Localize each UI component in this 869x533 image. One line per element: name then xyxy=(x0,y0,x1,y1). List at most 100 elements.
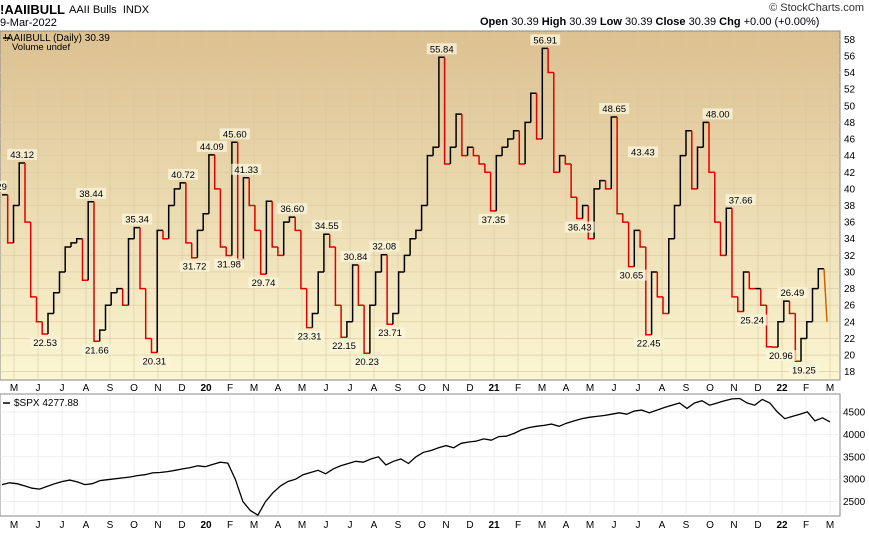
series-step xyxy=(121,288,129,306)
x-tick-label: M xyxy=(538,383,546,394)
y-tick-label: 34 xyxy=(844,234,856,245)
series-step xyxy=(277,247,284,257)
high-value: 30.39 xyxy=(569,16,597,28)
y-tick-label: 48 xyxy=(844,118,856,129)
series-step xyxy=(300,230,307,290)
x-tick-label: D xyxy=(466,520,473,531)
annotation-label: 36.43 xyxy=(568,223,592,234)
y-tick-label: 4000 xyxy=(843,430,866,441)
chart-date: 9-Mar-2022 xyxy=(0,17,57,29)
y-tick-label: 28 xyxy=(844,284,856,295)
series-step xyxy=(507,138,514,148)
series-step xyxy=(98,329,106,342)
series-step xyxy=(420,204,428,231)
annotation-bg xyxy=(702,108,733,120)
annotation-label: 44.09 xyxy=(200,142,224,153)
x-tick-label: O xyxy=(130,383,138,394)
x-tick-label: S xyxy=(107,520,114,531)
annotation-label: 23.71 xyxy=(378,328,402,339)
x-tick-label: D xyxy=(466,383,473,394)
annotation-label: 40.72 xyxy=(171,170,195,181)
x-tick-label: J xyxy=(324,520,329,531)
x-tick-label: S xyxy=(107,383,114,394)
annotation-bg xyxy=(777,287,808,299)
series-step xyxy=(777,321,784,348)
series-step xyxy=(719,222,727,257)
x-tick-label: O xyxy=(706,520,714,531)
x-tick-label: F xyxy=(515,520,521,531)
annotation-label: 25.24 xyxy=(740,316,764,327)
x-tick-label: M xyxy=(250,520,258,531)
series-step xyxy=(380,253,388,272)
series-step xyxy=(357,265,365,306)
series-step xyxy=(811,287,819,322)
x-tick-label: J xyxy=(348,520,353,531)
x-tick-label: F xyxy=(227,520,233,531)
series-step xyxy=(179,182,186,189)
series-step xyxy=(35,296,43,323)
series-step xyxy=(208,154,215,214)
series-step xyxy=(47,312,54,334)
annotation-bg xyxy=(375,327,406,339)
annotation-bg xyxy=(426,43,457,55)
x-tick-label: D xyxy=(178,520,185,531)
series-step xyxy=(570,164,577,198)
y-tick-label: 3500 xyxy=(843,452,866,463)
series-step xyxy=(742,271,750,312)
chart-header: !AAIIBULL AAII Bulls INDX © StockCharts.… xyxy=(0,0,869,34)
series-step xyxy=(702,121,709,148)
x-tick-label: D xyxy=(754,520,761,531)
annotation-label: 56.91 xyxy=(533,35,557,46)
y-tick-label: 3000 xyxy=(843,475,866,486)
series-step xyxy=(783,300,790,322)
annotation-bg xyxy=(231,163,262,175)
annotation-label: 22.45 xyxy=(637,339,661,350)
series-step xyxy=(133,226,140,239)
annotation-bg xyxy=(627,146,658,158)
annotation-bg xyxy=(311,220,342,232)
y-tick-label: 38 xyxy=(844,201,856,212)
series-step xyxy=(691,130,698,190)
y-tick-label: 54 xyxy=(844,68,856,79)
annotation-label: 45.60 xyxy=(223,129,247,140)
annotation-label: 39.29 xyxy=(0,182,7,193)
series-step xyxy=(150,338,158,354)
series-step xyxy=(259,230,267,275)
x-tick-label: M xyxy=(826,520,834,531)
series-step xyxy=(426,154,434,206)
x-tick-label: N xyxy=(442,383,449,394)
series-step xyxy=(466,146,474,156)
y-tick-label: 52 xyxy=(844,85,856,96)
series-step xyxy=(397,271,405,314)
series-step xyxy=(104,304,112,331)
x-tick-label: 21 xyxy=(488,520,500,531)
annotation-bg xyxy=(478,213,509,225)
series-step xyxy=(340,305,347,338)
x-tick-label: A xyxy=(563,383,570,394)
close-value: 30.39 xyxy=(688,16,717,28)
series-step xyxy=(627,222,635,268)
symbol-name: AAII Bulls INDX xyxy=(69,4,149,16)
series-step xyxy=(472,147,480,157)
series-step xyxy=(650,271,658,335)
annotation-bg xyxy=(277,203,308,215)
series-step xyxy=(64,246,71,272)
series-step xyxy=(604,180,612,190)
main-panel-series xyxy=(2,47,828,363)
series-step xyxy=(29,222,37,298)
y-tick-label: 2500 xyxy=(843,497,866,508)
x-tick-label: S xyxy=(683,383,690,394)
x-tick-label: M xyxy=(586,520,594,531)
annotation-bg xyxy=(725,194,756,206)
open-label: Open xyxy=(480,16,509,28)
annotation-bg xyxy=(340,250,371,262)
series-step xyxy=(800,337,807,362)
last-segment xyxy=(823,268,828,322)
annotation-label: 48.65 xyxy=(602,104,626,115)
series-step xyxy=(334,247,342,306)
symbol-fullname: AAII Bulls xyxy=(69,4,117,16)
low-value: 30.39 xyxy=(624,16,653,28)
series-step xyxy=(633,229,641,267)
volume-note: Volume undef xyxy=(12,42,70,53)
